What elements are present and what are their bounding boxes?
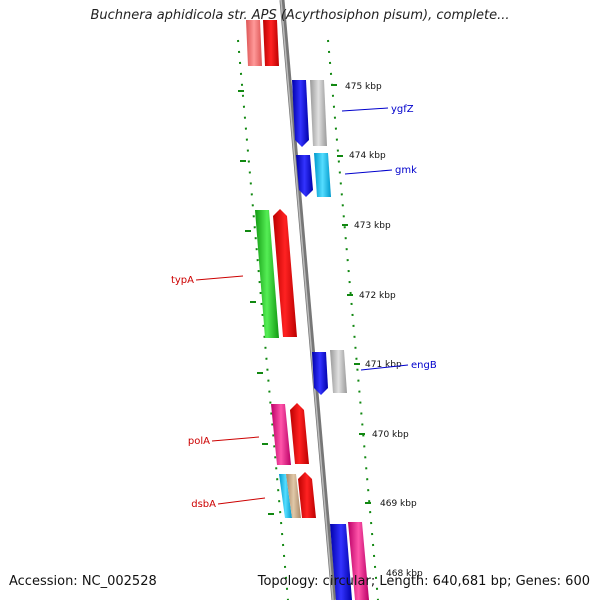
cds-feature-gray	[330, 350, 347, 393]
cds-feature-blue	[330, 524, 352, 600]
cds-feature-gray	[310, 80, 327, 146]
gene-label-dsbA: dsbA	[191, 497, 266, 510]
cds-feature-lightred	[246, 20, 262, 66]
cds-engB	[312, 352, 328, 395]
gene-label-engB: engB	[360, 360, 437, 371]
cds-dsbA	[298, 472, 316, 518]
cds-polA	[290, 403, 309, 464]
cds-feature-pink	[271, 404, 291, 465]
cds-gmk	[296, 155, 313, 197]
svg-text:engB: engB	[411, 360, 437, 371]
tick-label: 470 kbp	[372, 430, 409, 440]
svg-text:dsbA: dsbA	[191, 499, 216, 510]
kbp-ticks: 475 kbp 474 kbp 473 kbp 472 kbp 471 kbp …	[345, 82, 423, 579]
cds-ygfZ	[292, 80, 309, 147]
tick-label: 474 kbp	[349, 151, 386, 161]
svg-text:typA: typA	[171, 275, 194, 286]
cds-feature-tan	[286, 474, 301, 518]
tick-label: 468 kbp	[386, 569, 423, 579]
gene-label-gmk: gmk	[344, 165, 417, 176]
cds-typA	[273, 209, 297, 337]
gene-label-typA: typA	[171, 275, 244, 286]
backbone	[279, 0, 337, 600]
outer-dotted-ring	[327, 39, 379, 600]
cds-feature-cyan	[279, 474, 292, 518]
map-title: Buchnera aphidicola str. APS (Acyrthosip…	[90, 8, 510, 23]
gene-label-polA: polA	[188, 436, 260, 447]
backbone-highlight	[280, 0, 334, 600]
svg-text:gmk: gmk	[395, 165, 417, 176]
cds-feature-cyan	[314, 153, 331, 197]
svg-text:polA: polA	[188, 436, 210, 447]
cds-feature-green	[255, 210, 279, 338]
inner-dotted-ring	[237, 39, 289, 600]
topology-label: Topology: circular; Length: 640,681 bp; …	[257, 574, 590, 589]
tick-label: 471 kbp	[365, 360, 402, 370]
cds-feature-red	[263, 20, 279, 66]
svg-text:ygfZ: ygfZ	[391, 104, 414, 115]
tick-label: 475 kbp	[345, 82, 382, 92]
ring-ticks	[238, 84, 371, 515]
accession-label: Accession: NC_002528	[9, 574, 157, 589]
gene-label-ygfZ: ygfZ	[341, 104, 414, 115]
tick-label: 473 kbp	[354, 221, 391, 231]
tick-label: 469 kbp	[380, 499, 417, 509]
tick-label: 472 kbp	[359, 291, 396, 301]
cds-feature-pink	[348, 522, 369, 600]
